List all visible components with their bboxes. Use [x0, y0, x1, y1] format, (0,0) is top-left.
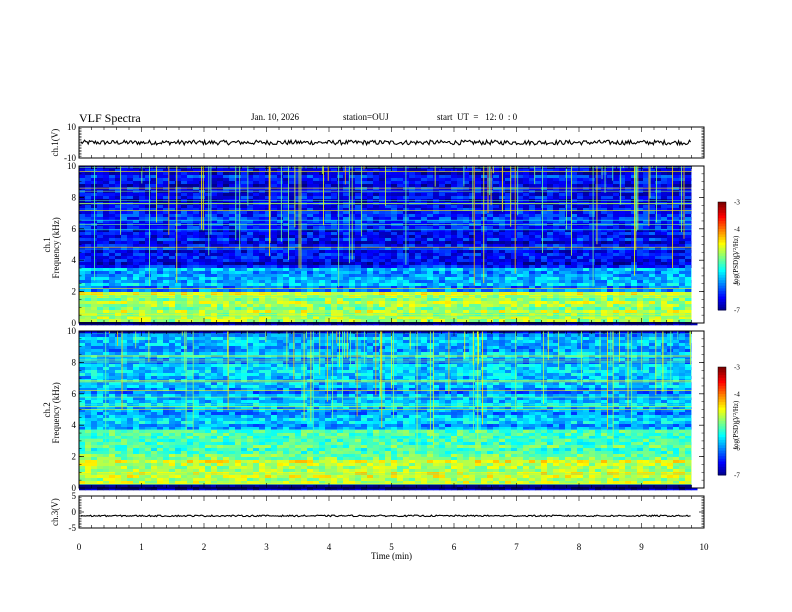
- ch1-waveform-panel: [78, 126, 705, 159]
- ch2-spectrogram-ytick: 10: [67, 326, 77, 336]
- ch2-spectrogram-colorbar-label: log(PSD)(V²/Hz): [732, 400, 740, 449]
- ch2-spectrogram-ytick: 6: [72, 389, 77, 399]
- ch1-spectrogram-ylabel: Frequency (kHz): [51, 217, 61, 278]
- date-label: Jan. 10, 2026: [251, 112, 299, 122]
- ch1-spectrogram-ylabel-channel: ch.1: [42, 237, 52, 252]
- ch3-waveform-ytick: 5: [72, 491, 77, 501]
- x-tick-label: 6: [452, 542, 457, 552]
- ch1-spectrogram-colorbar-tick: -7: [734, 307, 740, 315]
- ch1-spectrogram-colorbar-tick: -6: [734, 280, 740, 288]
- ch1-spectrogram-colorbar-tick: -4: [734, 226, 740, 234]
- ch2-spectrogram-ytick: 2: [72, 452, 77, 462]
- ch3-waveform-ytick: 0: [72, 507, 77, 517]
- x-tick-label: 2: [202, 542, 207, 552]
- ch2-spectrogram-colorbar: [717, 366, 727, 476]
- x-tick-label: 5: [389, 542, 394, 552]
- ch2-spectrogram-colorbar-tick: -3: [734, 364, 740, 372]
- station-label: station=OUJ: [343, 112, 389, 122]
- ch2-spectrogram-frame: [78, 330, 705, 489]
- ch2-spectrogram-ytick: 0: [72, 483, 77, 493]
- x-tick-label: 7: [514, 542, 519, 552]
- ch1-spectrogram-ytick: 10: [67, 161, 77, 171]
- ch1-spectrogram-colorbar-tick: -5: [734, 253, 740, 261]
- ch2-spectrogram-ylabel-channel: ch.2: [42, 402, 52, 417]
- plot-title: VLF Spectra: [79, 111, 141, 125]
- ch1-spectrogram-colorbar-label: log(PSD)(V²/Hz): [732, 235, 740, 284]
- ch1-spectrogram-colorbar: [717, 201, 727, 311]
- x-axis-label: Time (min): [371, 551, 412, 561]
- ch2-spectrogram-colorbar-tick: -4: [734, 391, 740, 399]
- x-tick-label: 9: [639, 542, 644, 552]
- ch3-waveform-ytick: -5: [69, 523, 77, 533]
- ch2-spectrogram-ylabel: Frequency (kHz): [51, 382, 61, 443]
- ch1-spectrogram-ytick: 4: [72, 255, 77, 265]
- ch3-waveform-panel: [78, 495, 705, 529]
- x-tick-label: 10: [700, 542, 710, 552]
- x-tick-label: 3: [264, 542, 269, 552]
- start-time-label: start UT = 12: 0 : 0: [437, 112, 518, 122]
- ch1-spectrogram-ytick: 0: [72, 318, 77, 328]
- ch2-spectrogram-ytick: 8: [72, 357, 77, 367]
- ch3-waveform-trace: [80, 514, 691, 518]
- ch1-spectrogram-frame: [78, 165, 705, 324]
- x-tick-label: 8: [577, 542, 582, 552]
- ch1-spectrogram-ytick: 2: [72, 287, 77, 297]
- ch1-spectrogram-panel: [78, 165, 705, 326]
- ch1-waveform-trace: [80, 138, 692, 147]
- ch1-spectrogram-ytick: 8: [72, 192, 77, 202]
- x-tick-label: 1: [139, 542, 144, 552]
- ch2-spectrogram-ytick: 4: [72, 420, 77, 430]
- ch3-waveform-frame: [78, 495, 705, 529]
- x-tick-label: 4: [327, 542, 332, 552]
- ch2-spectrogram-panel: [78, 330, 705, 491]
- ch2-spectrogram-colorbar-tick: -6: [734, 445, 740, 453]
- ch1-waveform-ytick: 10: [67, 122, 77, 132]
- x-tick-label: 0: [77, 542, 82, 552]
- ch3-waveform-ylabel: ch.3(V): [50, 498, 60, 526]
- ch1-spectrogram-colorbar-tick: -3: [734, 199, 740, 207]
- ch1-spectrogram-ytick: 6: [72, 224, 77, 234]
- ch1-waveform-ylabel: ch.1(V): [50, 129, 60, 157]
- ch1-waveform-frame: [78, 126, 705, 159]
- ch2-spectrogram-colorbar-tick: -7: [734, 472, 740, 480]
- ch2-spectrogram-colorbar-tick: -5: [734, 418, 740, 426]
- ch1-waveform-ytick: -10: [64, 153, 76, 163]
